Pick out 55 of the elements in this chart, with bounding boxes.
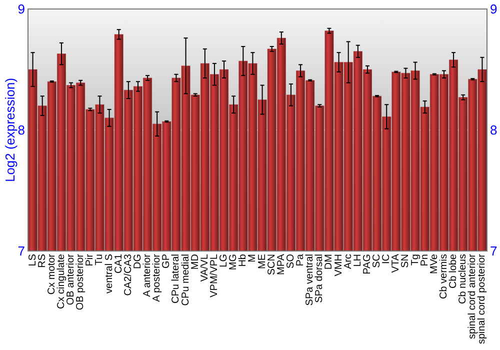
x-tick-label: RS [36,254,48,268]
x-tick-label: Pn [419,254,430,266]
x-tick-label: Cb lobe [448,254,460,288]
y2-tick-label: 9 [490,2,498,16]
x-tick-label: Cx motor [46,253,58,295]
x-tick-label: A anterior [142,253,154,297]
x-tick-label: Tg [410,254,421,266]
x-tick-label: LS [27,254,38,266]
y-tick-label: 9 [18,2,25,16]
x-tick-label: Pa [295,254,306,266]
x-tick-label: CPu medial [180,254,192,306]
x-tick-label: Pir [84,253,96,266]
x-tick-label: OB anterior [66,253,77,306]
x-tick-label: M [247,254,258,262]
x-tick-label: VPM/VPL [208,254,220,298]
x-tick-label: SO [285,254,296,268]
x-tick-label: Cb vermis [438,254,450,300]
y-tick-label: 8 [18,122,25,138]
x-tick-label: SC [372,254,383,268]
x-tick-label: SPa ventral [304,254,316,306]
x-tick-label: LG [218,254,230,268]
x-tick-label: MVe [428,254,440,274]
x-tick-label: spinal cord posterior [476,253,488,344]
x-tick-label: VMH [333,254,344,276]
x-tick-label: CPu lateral [170,254,182,304]
x-tick-label: GP [161,254,172,268]
x-tick-label: IC [381,254,392,264]
y2-tick-label: 8 [490,122,498,138]
x-tick-label: A posterior [152,253,163,302]
x-tick-label: DG [132,254,144,269]
y-axis-title: Log2 (expression) [2,78,18,182]
x-tick-label: CA1 [113,254,124,274]
x-tick-label: Cb nucleus [458,254,469,304]
x-tick-label: VTA [390,254,402,273]
x-tick-label: Arc [342,254,354,269]
x-tick-label: DM [324,254,335,270]
x-tick-label: SPa dorsal [314,254,326,303]
x-tick-label: MG [228,254,240,270]
x-tick-label: CA2/CA3 [122,254,134,296]
x-tick-label: SCN [266,254,278,276]
x-tick-label: Tu [94,254,106,266]
x-tick-label: ventral S [104,254,115,294]
x-tick-label: ME [256,254,268,269]
x-tick-label: MD [190,254,201,270]
x-tick-label: MPA [276,254,287,275]
x-tick-label: Cx cingulate [56,254,67,310]
x-tick-label: LH [352,254,364,267]
y2-tick-label: 7 [490,244,498,258]
x-tick-label: OB posterior [75,253,86,310]
y-tick-label: 7 [18,244,25,258]
x-tick-label: Hb [238,254,249,267]
x-tick-label: VA/VL [199,254,210,282]
x-tick-label: PAG [362,254,373,274]
x-tick-label: spinal cord anterior [467,253,478,340]
x-tick-label: SN [400,254,412,268]
